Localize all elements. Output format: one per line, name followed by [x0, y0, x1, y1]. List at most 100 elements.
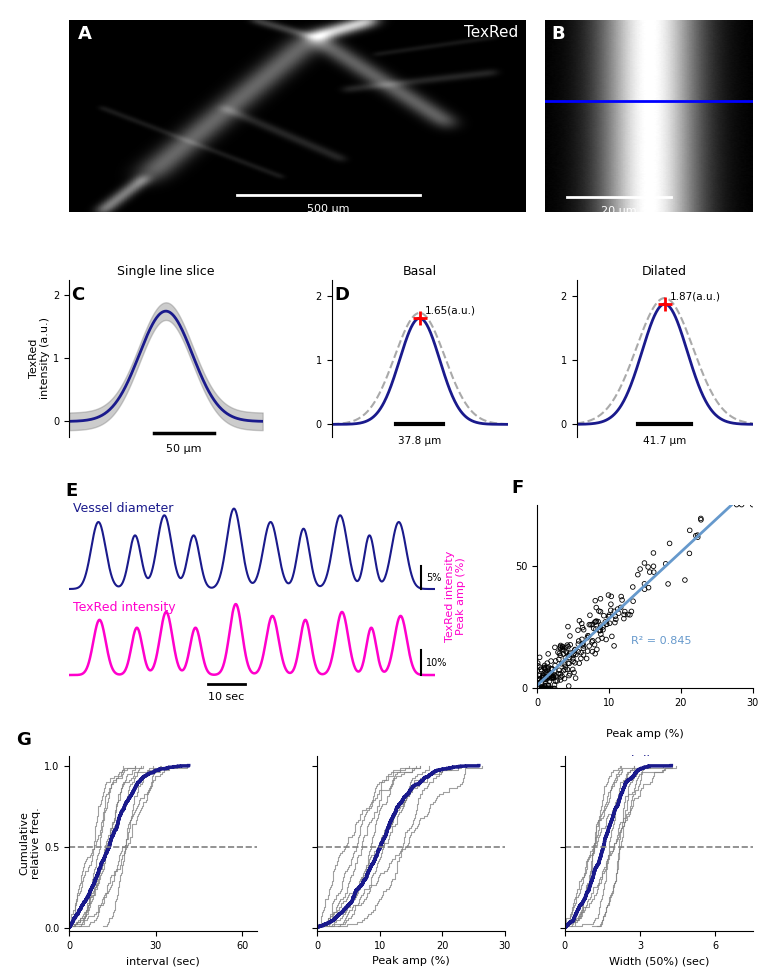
- Point: [581, 630, 594, 646]
- Point: [563, 656, 575, 671]
- Point: [542, 660, 554, 675]
- Point: [592, 632, 604, 648]
- Point: [583, 638, 595, 654]
- Point: [561, 637, 574, 653]
- Point: [558, 670, 571, 686]
- Point: [542, 646, 554, 662]
- Point: [638, 555, 650, 570]
- Point: [538, 681, 551, 697]
- Point: [581, 651, 593, 666]
- Point: [532, 670, 545, 686]
- Point: [608, 604, 621, 619]
- Point: [684, 522, 696, 538]
- Point: [614, 600, 627, 615]
- Point: [691, 527, 703, 543]
- Title: Dilated: Dilated: [642, 266, 687, 278]
- Point: [541, 669, 553, 685]
- Point: [594, 591, 607, 607]
- Point: [541, 661, 554, 676]
- Point: [563, 667, 575, 683]
- Point: [730, 497, 743, 513]
- Point: [545, 662, 558, 677]
- Point: [558, 657, 571, 672]
- Point: [606, 628, 618, 644]
- Point: [554, 638, 567, 654]
- Point: [575, 615, 588, 631]
- Point: [573, 633, 585, 649]
- Point: [554, 640, 567, 656]
- Point: [660, 556, 672, 571]
- Point: [583, 616, 595, 632]
- Point: [537, 681, 549, 697]
- Point: [538, 658, 551, 673]
- Point: [632, 566, 644, 582]
- Point: [539, 680, 551, 696]
- Point: [618, 607, 631, 622]
- Point: [546, 662, 558, 677]
- Point: [542, 681, 554, 697]
- Point: [586, 616, 598, 632]
- Point: [664, 535, 676, 551]
- Point: [536, 681, 548, 697]
- Text: 10 sec: 10 sec: [208, 692, 245, 703]
- Point: [694, 511, 707, 526]
- Title: Basal: Basal: [402, 266, 437, 278]
- Point: [578, 647, 590, 662]
- Point: [556, 639, 568, 655]
- Point: [576, 631, 588, 647]
- Text: 41.7 μm: 41.7 μm: [643, 436, 687, 446]
- Point: [543, 666, 555, 682]
- Point: [536, 669, 548, 685]
- Point: [569, 670, 581, 686]
- Point: [535, 681, 548, 697]
- Point: [627, 579, 639, 595]
- Text: Vessel diameter: Vessel diameter: [594, 755, 695, 767]
- Point: [554, 669, 567, 685]
- Point: [539, 670, 551, 686]
- Text: Vessel diameter: Vessel diameter: [73, 502, 173, 514]
- Point: [545, 661, 558, 676]
- Point: [541, 666, 554, 682]
- Point: [647, 559, 660, 574]
- Point: [555, 656, 568, 671]
- Point: [537, 681, 549, 697]
- Point: [535, 675, 548, 691]
- Point: [550, 668, 562, 684]
- Point: [546, 667, 558, 683]
- Text: Peak amp (%): Peak amp (%): [606, 729, 684, 739]
- Point: [564, 645, 576, 661]
- Point: [532, 681, 545, 697]
- Text: TexRed: TexRed: [465, 25, 518, 40]
- Point: [549, 640, 561, 656]
- Point: [557, 662, 569, 678]
- Point: [541, 671, 554, 687]
- Point: [577, 636, 589, 652]
- Point: [616, 592, 628, 608]
- Point: [554, 648, 566, 663]
- Text: G: G: [17, 731, 31, 749]
- Point: [594, 604, 607, 619]
- Point: [551, 673, 564, 689]
- Point: [609, 609, 621, 624]
- Point: [597, 619, 609, 635]
- Point: [562, 648, 574, 663]
- Text: TexRed intensity
Peak amp (%): TexRed intensity Peak amp (%): [445, 551, 466, 642]
- X-axis label: Peak amp (%): Peak amp (%): [372, 956, 450, 966]
- Title: Single line slice: Single line slice: [118, 266, 214, 278]
- Point: [590, 621, 602, 637]
- Point: [534, 650, 546, 665]
- Point: [570, 647, 582, 662]
- Point: [556, 668, 568, 684]
- Point: [594, 622, 607, 638]
- Point: [662, 576, 674, 592]
- Point: [581, 643, 594, 659]
- Point: [538, 665, 550, 681]
- Text: 5%: 5%: [426, 572, 442, 583]
- Point: [634, 562, 646, 577]
- Point: [538, 670, 550, 686]
- Point: [590, 614, 602, 630]
- Point: [576, 637, 588, 653]
- Point: [600, 632, 612, 648]
- Point: [548, 670, 560, 686]
- Text: 20 μm: 20 μm: [601, 206, 637, 216]
